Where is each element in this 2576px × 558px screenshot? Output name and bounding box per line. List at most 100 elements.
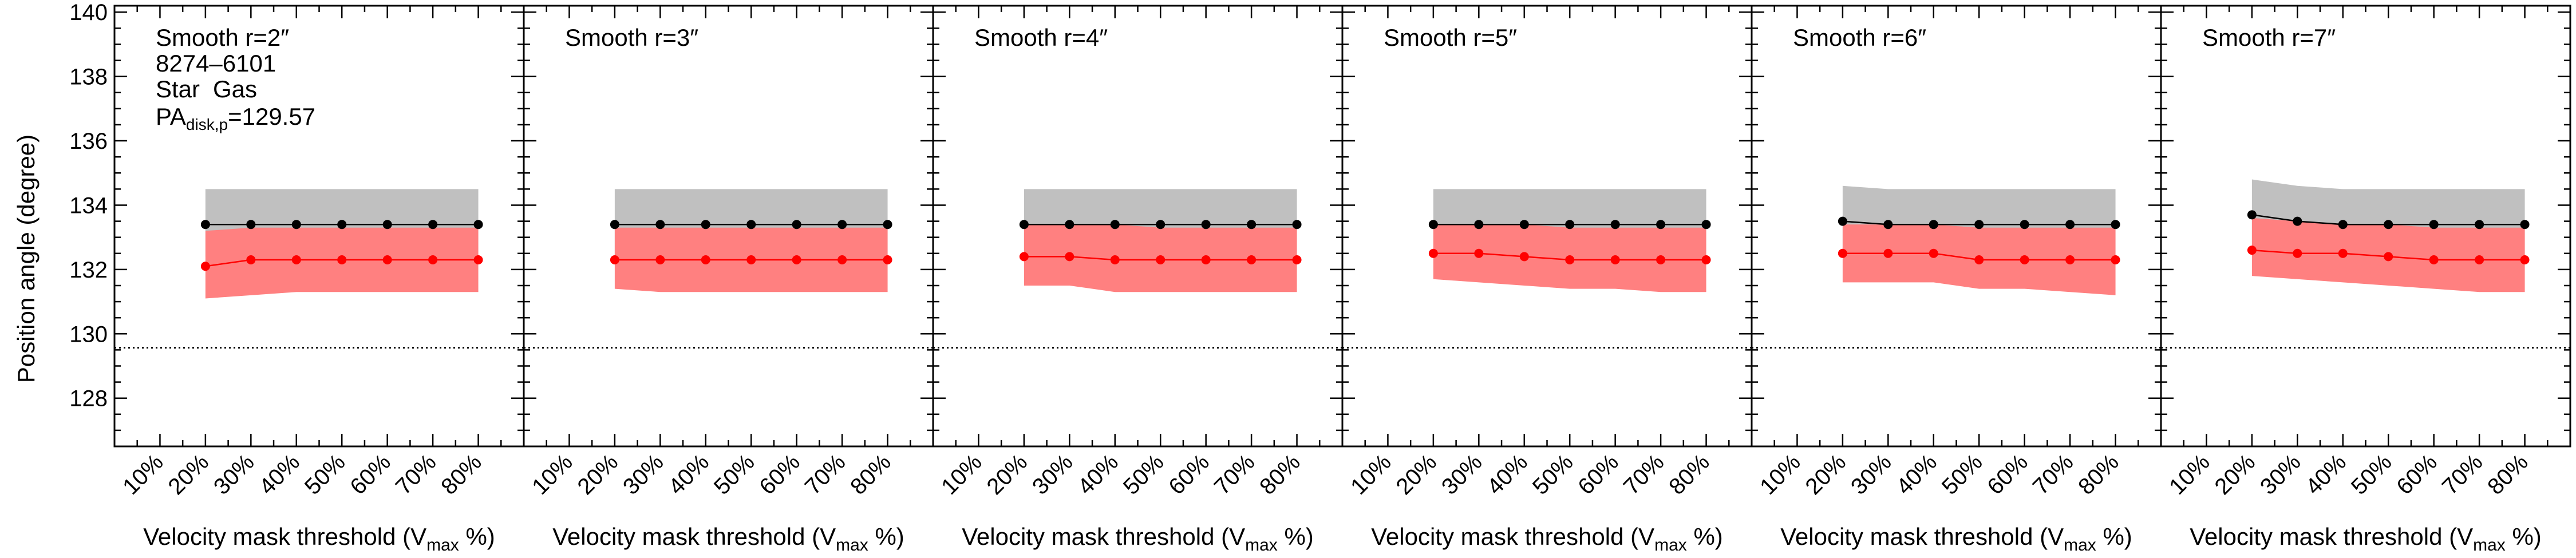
star-point (382, 220, 392, 229)
star-point (701, 220, 710, 229)
gas-point (382, 255, 392, 265)
x-tick-label: 70% (391, 449, 441, 500)
star-point (1156, 220, 1165, 229)
gas-point (473, 255, 483, 265)
star-point (792, 220, 801, 229)
star-point (1519, 220, 1529, 229)
x-axis-label: Velocity mask threshold (Vmax %) (962, 523, 1314, 555)
star-point (1019, 220, 1029, 229)
gas-point (1656, 255, 1666, 265)
x-tick-label: 70% (2437, 449, 2488, 500)
star-point (1565, 220, 1575, 229)
y-tick-label: 132 (69, 258, 108, 283)
star-point (2475, 220, 2484, 229)
x-tick-label: 80% (2483, 449, 2533, 500)
gas-point (2065, 255, 2075, 265)
x-tick-label: 10% (2164, 449, 2215, 500)
x-tick-label: 40% (2301, 449, 2351, 500)
x-tick-label: 30% (1028, 449, 1078, 500)
x-tick-label: 50% (1937, 449, 1988, 500)
gas-point (246, 255, 256, 265)
x-tick-label: 10% (527, 449, 578, 500)
y-tick-label: 128 (69, 386, 108, 411)
star-point (883, 220, 892, 229)
galaxy-id: 8274–6101 (156, 50, 276, 77)
x-tick-label: 30% (1437, 449, 1487, 500)
gas-point (2520, 255, 2530, 265)
panel-6: 10%20%30%40%50%60%70%80% Velocity mask th… (2160, 5, 2571, 555)
x-axis-label: Velocity mask threshold (Vmax %) (2190, 523, 2542, 555)
star-point (1247, 220, 1257, 229)
pa-disk-annotation: PAdisk,p=129.57 (156, 103, 315, 133)
star-point (1474, 220, 1484, 229)
star-point (1883, 220, 1893, 229)
panel-title: Smooth r=3″ (565, 24, 698, 51)
star-point (1065, 220, 1074, 229)
gas-point (200, 262, 210, 271)
gas-point (1110, 255, 1120, 265)
gas-point (655, 255, 665, 265)
gas-point (1974, 255, 1984, 265)
star-point (1838, 216, 1847, 226)
x-tick-label: 70% (2028, 449, 2079, 500)
gas-point (1610, 255, 1620, 265)
panel-title: Smooth r=7″ (2202, 24, 2336, 51)
gas-point (837, 255, 847, 265)
x-tick-label: 50% (1119, 449, 1169, 500)
x-tick-label: 70% (1210, 449, 1260, 500)
x-tick-label: 10% (118, 449, 168, 500)
star-point (2520, 220, 2530, 229)
gas-point (1565, 255, 1575, 265)
x-tick-label: 80% (2073, 449, 2124, 500)
gas-point (1247, 255, 1257, 265)
x-tick-label: 40% (254, 449, 305, 500)
x-tick-label: 30% (1846, 449, 1897, 500)
gas-point (1156, 255, 1165, 265)
x-tick-label: 40% (1891, 449, 1942, 500)
x-tick-label: 80% (436, 449, 487, 500)
star-point (246, 220, 256, 229)
star-point (1110, 220, 1120, 229)
star-point (473, 220, 483, 229)
star-point (1428, 220, 1438, 229)
x-axis-label: Velocity mask threshold (Vmax %) (1780, 523, 2132, 555)
x-tick-label: 10% (1346, 449, 1396, 500)
x-axis-label: Velocity mask threshold (Vmax %) (143, 523, 495, 555)
legend-star: Star (156, 76, 200, 102)
y-tick-label: 136 (69, 129, 108, 154)
gas-point (1201, 255, 1211, 265)
gas-point (792, 255, 801, 265)
y-tick-label: 138 (69, 65, 108, 90)
gas-point (337, 255, 347, 265)
star-point (1929, 220, 1938, 229)
star-point (1656, 220, 1666, 229)
y-axis-label: Position angle (degree) (13, 134, 39, 383)
gas-point (1929, 248, 1938, 258)
star-point (2293, 216, 2302, 226)
y-tick-label: 140 (69, 0, 108, 25)
star-point (655, 220, 665, 229)
x-tick-label: 20% (573, 449, 623, 500)
x-tick-label: 10% (937, 449, 987, 500)
gas-point (746, 255, 756, 265)
x-tick-label: 60% (345, 449, 396, 500)
x-tick-label: 20% (1392, 449, 1442, 500)
star-point (610, 220, 619, 229)
x-tick-label: 70% (1619, 449, 1669, 500)
x-tick-label: 20% (164, 449, 214, 500)
x-tick-label: 60% (1982, 449, 2033, 500)
x-tick-label: 40% (1482, 449, 1532, 500)
x-tick-label: 80% (846, 449, 896, 500)
star-point (1201, 220, 1211, 229)
y-tick-label: 134 (69, 193, 108, 218)
panel-4: 10%20%30%40%50%60%70%80% Velocity mask th… (1341, 5, 1753, 555)
gas-point (1474, 248, 1484, 258)
star-point (2247, 210, 2257, 220)
star-point (2338, 220, 2348, 229)
x-tick-label: 60% (1164, 449, 1214, 500)
gas-point (2111, 255, 2120, 265)
star-point (2429, 220, 2439, 229)
gas-point (1883, 248, 1893, 258)
star-point (337, 220, 347, 229)
